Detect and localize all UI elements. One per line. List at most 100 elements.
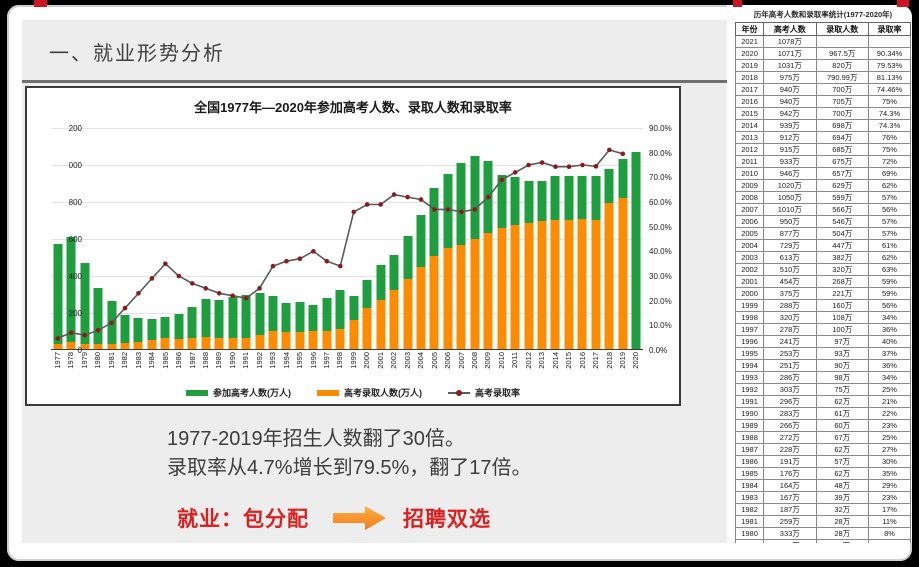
admitted-bar <box>403 278 412 349</box>
table-row: 1990 283万 61万 22% <box>734 407 912 420</box>
bar-slot-1977 <box>51 128 64 349</box>
table-cell: 48万 <box>815 479 869 492</box>
x-axis-label: 1987 <box>187 352 197 369</box>
bar-slot-2014 <box>549 128 562 349</box>
table-cell: 40% <box>867 335 912 348</box>
table-cell: 1985 <box>734 467 765 480</box>
rate-marker <box>109 320 114 326</box>
rate-marker <box>445 207 451 212</box>
table-cell: 17% <box>867 503 912 516</box>
table-cell: 29% <box>867 479 912 492</box>
rate-marker <box>216 290 222 296</box>
summary-line-2: 录取率从4.7%增长到79.5%，翻了17倍。 <box>167 457 532 479</box>
participants-bar <box>147 318 157 349</box>
table-row: 1989 266万 60万 23% <box>734 419 912 432</box>
table-cell: 90万 <box>815 359 869 372</box>
bar-slot-2015 <box>562 128 575 349</box>
table-row: 1985 176万 62万 35% <box>734 467 912 480</box>
table-cell: 1988 <box>734 431 765 444</box>
rate-marker <box>136 290 141 296</box>
page-title: 一、就业形势分析 <box>49 43 225 65</box>
table-cell: 705万 <box>815 95 869 108</box>
rate-marker <box>364 202 370 207</box>
bar-slot-2020 <box>629 128 642 349</box>
table-cell: 1078万 <box>763 35 817 48</box>
bar-slot-1991 <box>239 128 252 349</box>
rate-marker <box>459 209 464 215</box>
chart-plot-area <box>51 128 643 350</box>
table-cell: 90.34% <box>867 47 912 60</box>
x-axis-label: 1998 <box>335 352 345 369</box>
table-row: 2007 1010万 566万 56% <box>734 203 912 216</box>
table-cell: 940万 <box>763 83 817 96</box>
table-cell: 100万 <box>815 323 869 336</box>
gaokao-stats-table: 年份 高考人数 录取人数 录取率 2021 1078万 2020 1071万 967.5万 90… <box>734 22 912 543</box>
admitted-bar <box>255 335 265 349</box>
table-cell: 2010 <box>734 167 765 180</box>
table-cell: 1987 <box>734 443 765 456</box>
admitted-bar <box>456 244 466 349</box>
employment-before-label: 就业：包分配 <box>177 508 309 531</box>
admitted-bar <box>577 219 587 349</box>
admitted-bar <box>53 344 63 349</box>
right-axis-tick: 40.0% <box>649 247 672 257</box>
table-cell: 75万 <box>815 383 869 396</box>
admitted-bar <box>618 197 628 349</box>
table-row: 1995 253万 93万 37% <box>734 347 912 360</box>
bar-slot-2019 <box>616 128 629 349</box>
table-cell: 23% <box>867 491 912 504</box>
admitted-bar <box>147 340 157 349</box>
bar-slot-1992 <box>253 128 266 349</box>
table-cell: 1994 <box>734 359 765 372</box>
bar-slot-1990 <box>226 128 239 349</box>
x-axis-label: 1999 <box>348 352 358 369</box>
x-axis-label: 2020 <box>631 352 641 369</box>
left-axis-tick: 000 <box>68 161 82 170</box>
table-cell: 272万 <box>763 431 817 444</box>
left-axis-tick: 0 <box>77 346 82 355</box>
right-axis-tick: 50.0% <box>649 222 672 232</box>
admitted-bar <box>483 233 493 349</box>
table-row: 1987 228万 62万 27% <box>734 443 912 456</box>
table-cell: 97万 <box>815 335 869 348</box>
admitted-bar <box>376 299 386 349</box>
bar-slot-1998 <box>334 128 347 349</box>
participants-bar <box>201 298 211 349</box>
right-axis-tick: 20.0% <box>649 296 672 306</box>
rate-marker <box>149 276 155 281</box>
red-accent-left <box>34 0 47 7</box>
table-cell: 59% <box>867 275 912 288</box>
slide-header: 一、就业形势分析 <box>22 20 728 83</box>
right-axis-tick: 10.0% <box>649 321 672 331</box>
admitted-bar <box>470 238 480 349</box>
stats-table-panel: 历年高考人数和录取率统计(1977-2020年) 年份 高考人数 录取人数 录取率 2… <box>727 5 912 543</box>
table-cell: 2021 <box>734 35 765 48</box>
table-row: 2014 939万 698万 74.3% <box>734 119 912 132</box>
bar-slot-1993 <box>266 128 279 349</box>
rate-marker <box>337 263 343 269</box>
rate-marker <box>607 147 612 153</box>
table-cell: 2012 <box>734 143 765 156</box>
table-cell: 32万 <box>815 503 869 516</box>
table-cell: 2006 <box>734 215 765 228</box>
table-cell: 61万 <box>815 407 869 420</box>
table-row: 2015 942万 700万 74.3% <box>734 107 912 120</box>
rate-marker <box>593 164 599 169</box>
rate-marker <box>95 327 101 333</box>
table-row: 2002 510万 320万 63% <box>734 263 912 276</box>
table-row: 2009 1020万 629万 62% <box>734 179 912 192</box>
participants-bar <box>187 307 197 349</box>
table-row: 1979468万28万6% <box>734 539 912 543</box>
x-axis-label: 2002 <box>389 352 399 369</box>
rate-marker <box>324 258 330 264</box>
table-cell: 447万 <box>815 239 869 252</box>
table-cell: 700万 <box>815 107 869 120</box>
table-cell: 2000 <box>734 287 765 300</box>
admitted-bar <box>443 248 453 349</box>
x-axis-label: 2017 <box>591 352 601 369</box>
x-axis-label: 2013 <box>537 352 547 369</box>
x-axis-label: 1986 <box>174 352 184 369</box>
x-axis-label: 2012 <box>523 352 533 369</box>
table-cell: 259万 <box>763 515 817 528</box>
table-cell: 286万 <box>763 371 817 384</box>
